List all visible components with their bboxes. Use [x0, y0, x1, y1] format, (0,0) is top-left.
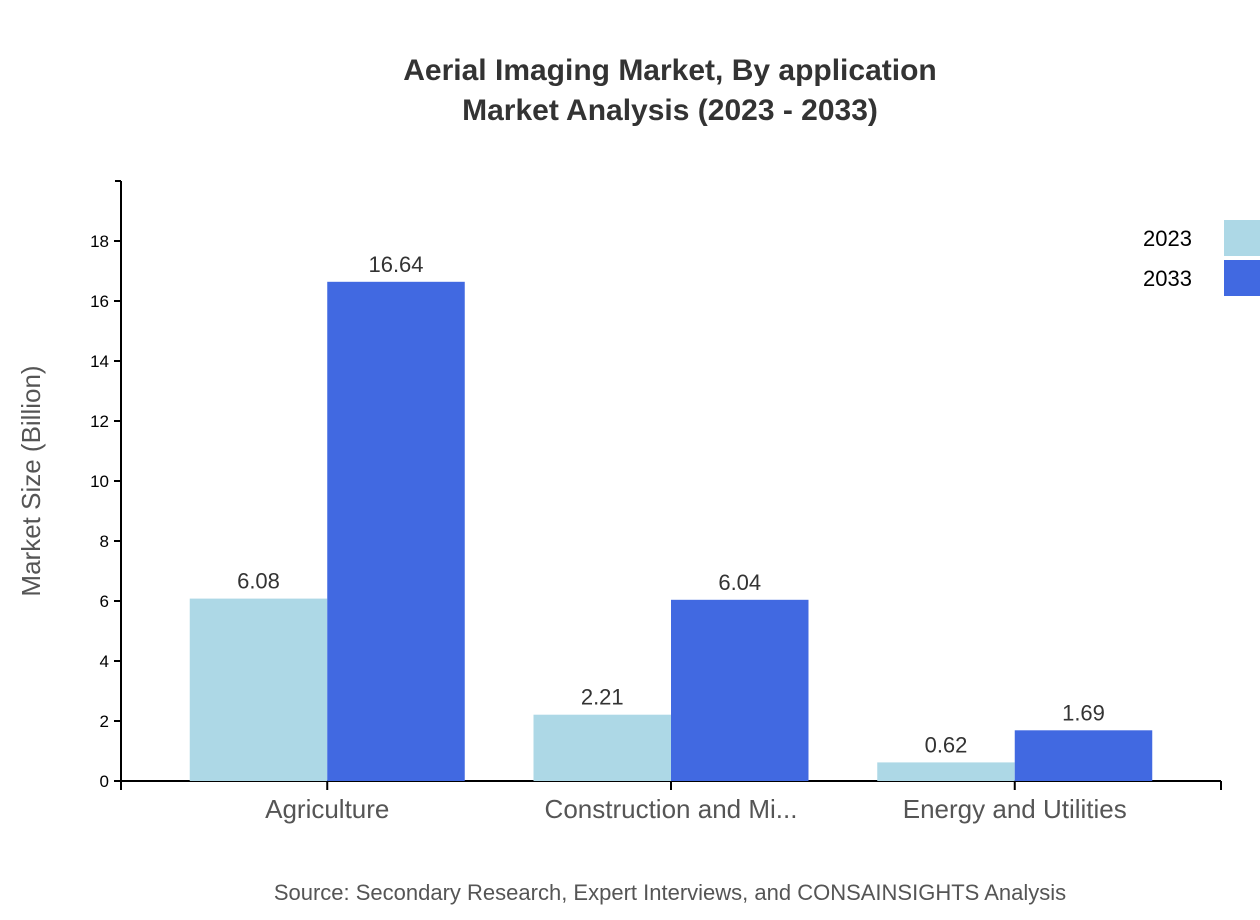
y-tick-label: 16	[90, 292, 109, 311]
bar-2033	[327, 281, 465, 781]
data-label: 6.04	[718, 570, 761, 595]
x-tick-label: Agriculture	[265, 794, 389, 824]
legend-swatch	[1224, 260, 1260, 296]
bar-2023	[189, 598, 328, 781]
y-tick-label: 6	[100, 592, 109, 611]
bar-2033	[1014, 730, 1153, 781]
y-tick-label: 8	[100, 532, 109, 551]
legend-swatch	[1224, 220, 1260, 256]
x-tick-label: Construction and Mi...	[545, 794, 798, 824]
bar-2023	[877, 762, 1015, 781]
source-note: Source: Secondary Research, Expert Inter…	[274, 880, 1066, 905]
data-label: 1.69	[1062, 700, 1105, 725]
data-label: 2.21	[581, 685, 624, 710]
chart-subtitle: Market Analysis (2023 - 2033)	[462, 94, 878, 127]
y-tick-label: 12	[90, 412, 109, 431]
data-label: 0.62	[925, 732, 968, 757]
y-axis-label: Market Size (Billion)	[16, 365, 46, 596]
y-tick-label: 10	[90, 472, 109, 491]
bar-2023	[533, 714, 671, 781]
data-label: 16.64	[368, 252, 423, 277]
legend-label: 2033	[1143, 266, 1192, 291]
legend-label: 2023	[1143, 226, 1192, 251]
y-tick-label: 14	[90, 352, 109, 371]
chart-title: Aerial Imaging Market, By application	[403, 54, 936, 87]
y-tick-label: 4	[100, 652, 109, 671]
y-tick-label: 18	[90, 232, 109, 251]
data-label: 6.08	[237, 569, 280, 594]
y-tick-label: 0	[100, 772, 109, 791]
y-tick-label: 2	[100, 712, 109, 731]
bar-2033	[671, 599, 809, 781]
x-tick-label: Energy and Utilities	[903, 794, 1127, 824]
